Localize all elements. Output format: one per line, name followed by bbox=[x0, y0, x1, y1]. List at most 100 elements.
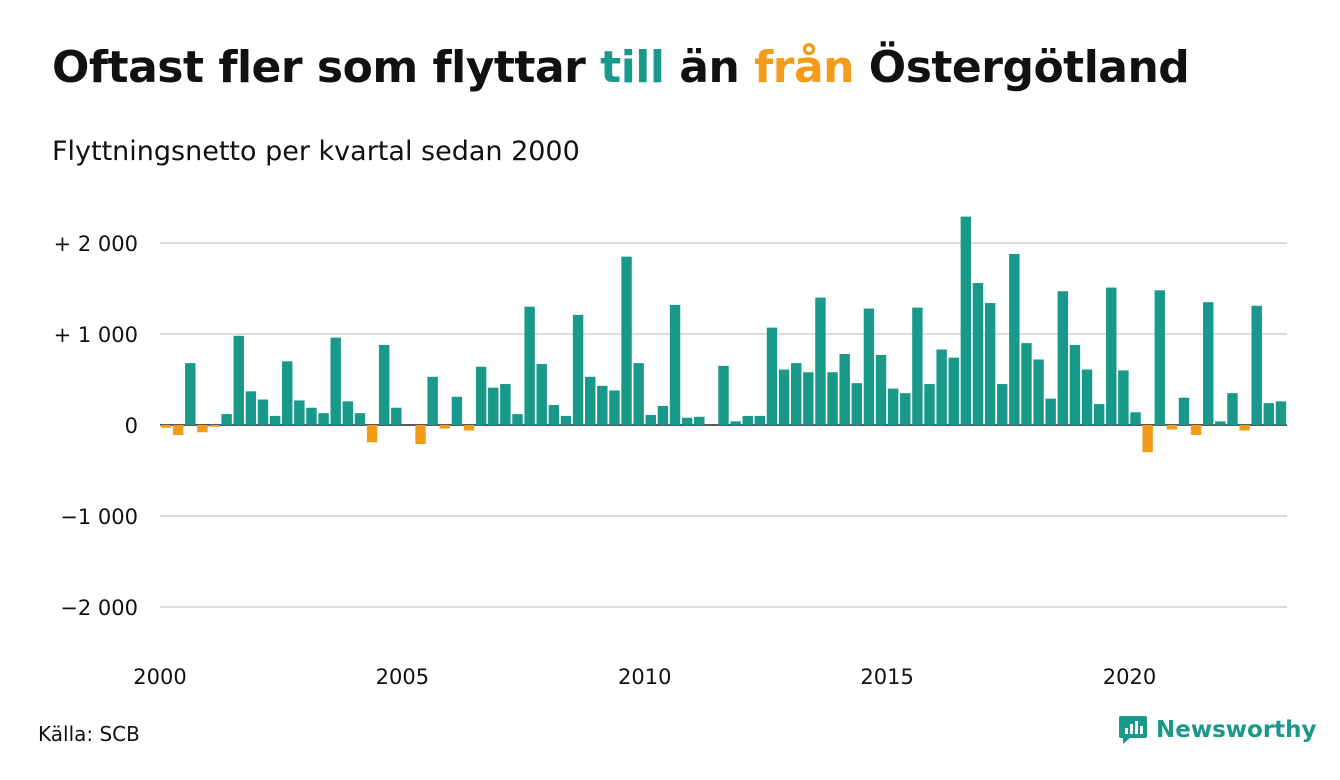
bar bbox=[475, 366, 487, 425]
bar bbox=[960, 216, 972, 425]
y-tick-label: + 2 000 bbox=[54, 232, 138, 256]
bar bbox=[415, 425, 426, 445]
bar bbox=[1057, 291, 1069, 425]
bar bbox=[1033, 359, 1044, 425]
x-tick-label: 2010 bbox=[618, 665, 671, 689]
bar bbox=[718, 365, 729, 425]
bar bbox=[1093, 404, 1105, 425]
bar bbox=[645, 414, 656, 425]
bar bbox=[1227, 393, 1238, 425]
bar bbox=[887, 388, 899, 425]
title-part-2: än bbox=[664, 42, 755, 93]
bar bbox=[378, 344, 390, 425]
bar bbox=[366, 425, 378, 443]
bar bbox=[851, 383, 863, 425]
bar bbox=[669, 304, 681, 425]
bar bbox=[197, 425, 208, 433]
bar bbox=[1275, 401, 1287, 425]
bar bbox=[500, 384, 511, 425]
x-tick-label: 2015 bbox=[860, 665, 913, 689]
bar bbox=[791, 363, 802, 425]
bar bbox=[1263, 403, 1275, 425]
y-axis-ticks: + 2 000 + 1 000 0 −1 000 −2 000 bbox=[54, 232, 138, 620]
bar bbox=[657, 405, 669, 425]
bar bbox=[427, 376, 438, 425]
bar bbox=[694, 416, 705, 425]
bar bbox=[1130, 412, 1141, 425]
bar bbox=[245, 391, 257, 425]
title-positive-word: till bbox=[600, 42, 665, 93]
bar bbox=[1190, 425, 1202, 436]
bar bbox=[233, 335, 244, 425]
bar bbox=[972, 283, 984, 425]
title-part-1: Oftast fler som flyttar bbox=[52, 42, 601, 93]
bar bbox=[1178, 397, 1190, 425]
bar bbox=[560, 415, 572, 425]
bar bbox=[584, 376, 596, 425]
bar bbox=[185, 363, 196, 425]
bar bbox=[1069, 344, 1081, 425]
x-tick-label: 2020 bbox=[1103, 665, 1156, 689]
title-part-3: Östergötland bbox=[853, 42, 1190, 93]
bar bbox=[1154, 290, 1165, 425]
bar bbox=[924, 384, 935, 425]
bar bbox=[597, 385, 608, 425]
bar bbox=[875, 354, 887, 425]
chart-subtitle: Flyttningsnetto per kvartal sedan 2000 bbox=[52, 136, 580, 167]
bar bbox=[633, 363, 644, 425]
bar bbox=[1251, 305, 1262, 425]
bar bbox=[778, 369, 790, 425]
bar bbox=[1142, 425, 1153, 453]
bar bbox=[269, 415, 281, 425]
bar bbox=[1106, 287, 1117, 425]
bar bbox=[451, 396, 463, 425]
bar-chart: + 2 000 + 1 000 0 −1 000 −2 000 2000 2005 2010… bbox=[54, 216, 1287, 689]
bar bbox=[621, 256, 632, 425]
bar bbox=[439, 425, 450, 429]
bar bbox=[827, 372, 838, 425]
source-note: Källa: SCB bbox=[38, 722, 140, 746]
brand-logo: Newsworthy bbox=[1118, 714, 1317, 746]
bar bbox=[1203, 302, 1214, 425]
bar bbox=[815, 297, 826, 425]
bar bbox=[863, 308, 875, 425]
bar bbox=[512, 414, 523, 425]
y-tick-label: −1 000 bbox=[60, 505, 138, 529]
title-negative-word: från bbox=[754, 42, 854, 93]
bar bbox=[160, 425, 172, 428]
bar bbox=[936, 349, 947, 425]
bar bbox=[209, 425, 220, 427]
y-tick-label: + 1 000 bbox=[54, 323, 138, 347]
bar bbox=[330, 337, 341, 425]
bar bbox=[306, 407, 317, 425]
bar bbox=[354, 413, 366, 425]
bar bbox=[730, 421, 741, 425]
bar bbox=[524, 306, 535, 425]
x-axis-ticks: 2000 2005 2010 2015 2020 bbox=[133, 665, 1156, 689]
bar bbox=[1045, 398, 1056, 425]
bar bbox=[572, 314, 584, 425]
bar bbox=[997, 384, 1008, 425]
bar bbox=[282, 361, 293, 425]
bar bbox=[342, 401, 354, 425]
bar bbox=[221, 414, 232, 425]
bar bbox=[172, 425, 184, 436]
bar bbox=[536, 364, 547, 425]
bar bbox=[257, 399, 269, 425]
bar bbox=[1009, 253, 1020, 425]
bar bbox=[803, 372, 814, 425]
bar bbox=[766, 327, 778, 425]
x-tick-label: 2005 bbox=[376, 665, 429, 689]
bar bbox=[900, 393, 911, 425]
bar bbox=[754, 415, 766, 425]
bar bbox=[609, 390, 620, 425]
bars bbox=[160, 216, 1287, 453]
bar bbox=[1215, 421, 1226, 425]
bar bbox=[488, 387, 499, 425]
bar bbox=[912, 307, 923, 425]
bar bbox=[681, 417, 693, 425]
bar bbox=[742, 415, 753, 425]
newsworthy-logo-icon bbox=[1119, 716, 1147, 744]
y-tick-label: −2 000 bbox=[60, 596, 138, 620]
bar bbox=[839, 354, 850, 425]
